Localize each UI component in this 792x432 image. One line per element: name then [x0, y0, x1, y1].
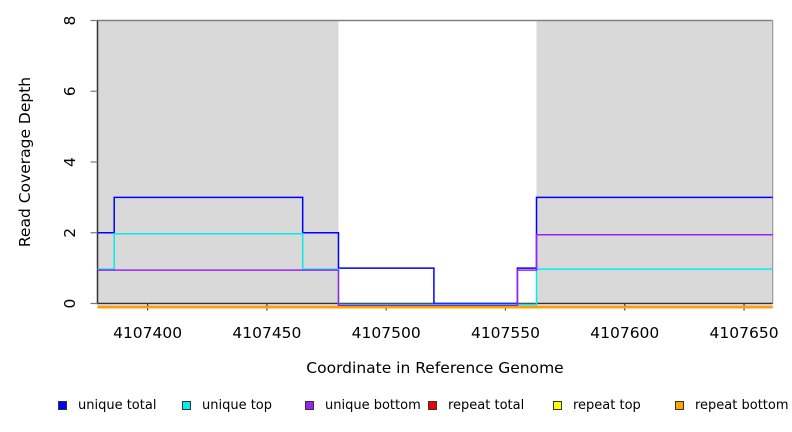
legend-swatch [58, 401, 67, 410]
legend-swatch [675, 401, 684, 410]
y-tick-label: 8 [61, 16, 79, 26]
legend-label: unique total [78, 398, 157, 413]
x-axis-title: Coordinate in Reference Genome [306, 359, 564, 377]
legend-label: unique top [202, 398, 273, 413]
series-line-unique-bottom [97, 234, 773, 307]
legend-item: repeat bottom [675, 398, 789, 413]
legend-swatch [553, 401, 562, 410]
legend-label: repeat top [573, 398, 641, 413]
series-line-unique-total [97, 196, 773, 305]
x-tick-label: 4107400 [113, 324, 182, 342]
y-tick-label: 4 [61, 157, 79, 167]
series-line-unique-top [97, 233, 773, 306]
legend-label: repeat bottom [695, 398, 789, 413]
x-tick-label: 4107650 [710, 324, 779, 342]
legend-item: unique top [182, 398, 272, 413]
y-tick-label: 0 [61, 299, 79, 309]
legend-item: unique bottom [305, 398, 421, 413]
legend-swatch [182, 401, 191, 410]
legend-label: repeat total [448, 398, 525, 413]
legend-item: repeat top [553, 398, 641, 413]
legend-swatch [428, 401, 437, 410]
legend-item: repeat total [428, 398, 524, 413]
y-tick-label: 6 [61, 86, 79, 96]
x-tick-label: 4107450 [232, 324, 301, 342]
y-axis-title: Read Coverage Depth [16, 76, 34, 248]
x-tick-label: 4107500 [352, 324, 421, 342]
legend: unique total unique top unique bottom repea… [0, 398, 792, 424]
legend-swatch [305, 401, 314, 410]
legend-item: unique total [58, 398, 156, 413]
x-tick-label: 4107550 [471, 324, 540, 342]
y-tick-label: 2 [61, 228, 79, 238]
shaded-region [97, 21, 339, 304]
legend-label: unique bottom [325, 398, 421, 413]
x-tick-label: 4107600 [590, 324, 659, 342]
shaded-region [536, 21, 773, 304]
